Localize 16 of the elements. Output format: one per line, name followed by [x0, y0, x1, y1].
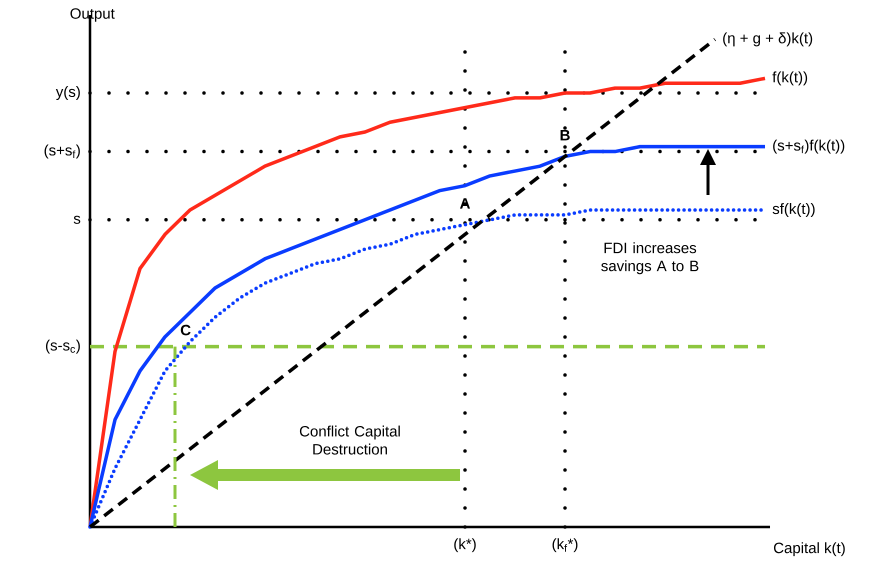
x-axis-title: Capital k(t) [774, 542, 845, 556]
y-axis-title: Output [70, 8, 115, 22]
annotation: B [560, 130, 570, 140]
x-tick-label: (k$_{f}$*) [552, 538, 578, 552]
annotation: Conflict Capital Destruction [300, 426, 400, 455]
annotation: C [180, 324, 191, 336]
ref-line-label: (s-s$_{c}$) [46, 340, 80, 354]
ref-line-label: (s+s$_{f}$) [44, 144, 80, 159]
series-label: (s+s$_{f}$)f(k(t)) [773, 140, 844, 154]
ref-line-label: y(s) [56, 86, 80, 100]
series-label: (η + g + δ)k(t) [723, 32, 812, 46]
annotation: FDI increases savings A to B [601, 242, 698, 274]
series-label: sf(k(t)) [772, 203, 815, 218]
x-tick-label: (k*) [454, 538, 476, 552]
ref-line-label: s [74, 216, 80, 224]
series-label: f(k(t)) [772, 71, 808, 86]
